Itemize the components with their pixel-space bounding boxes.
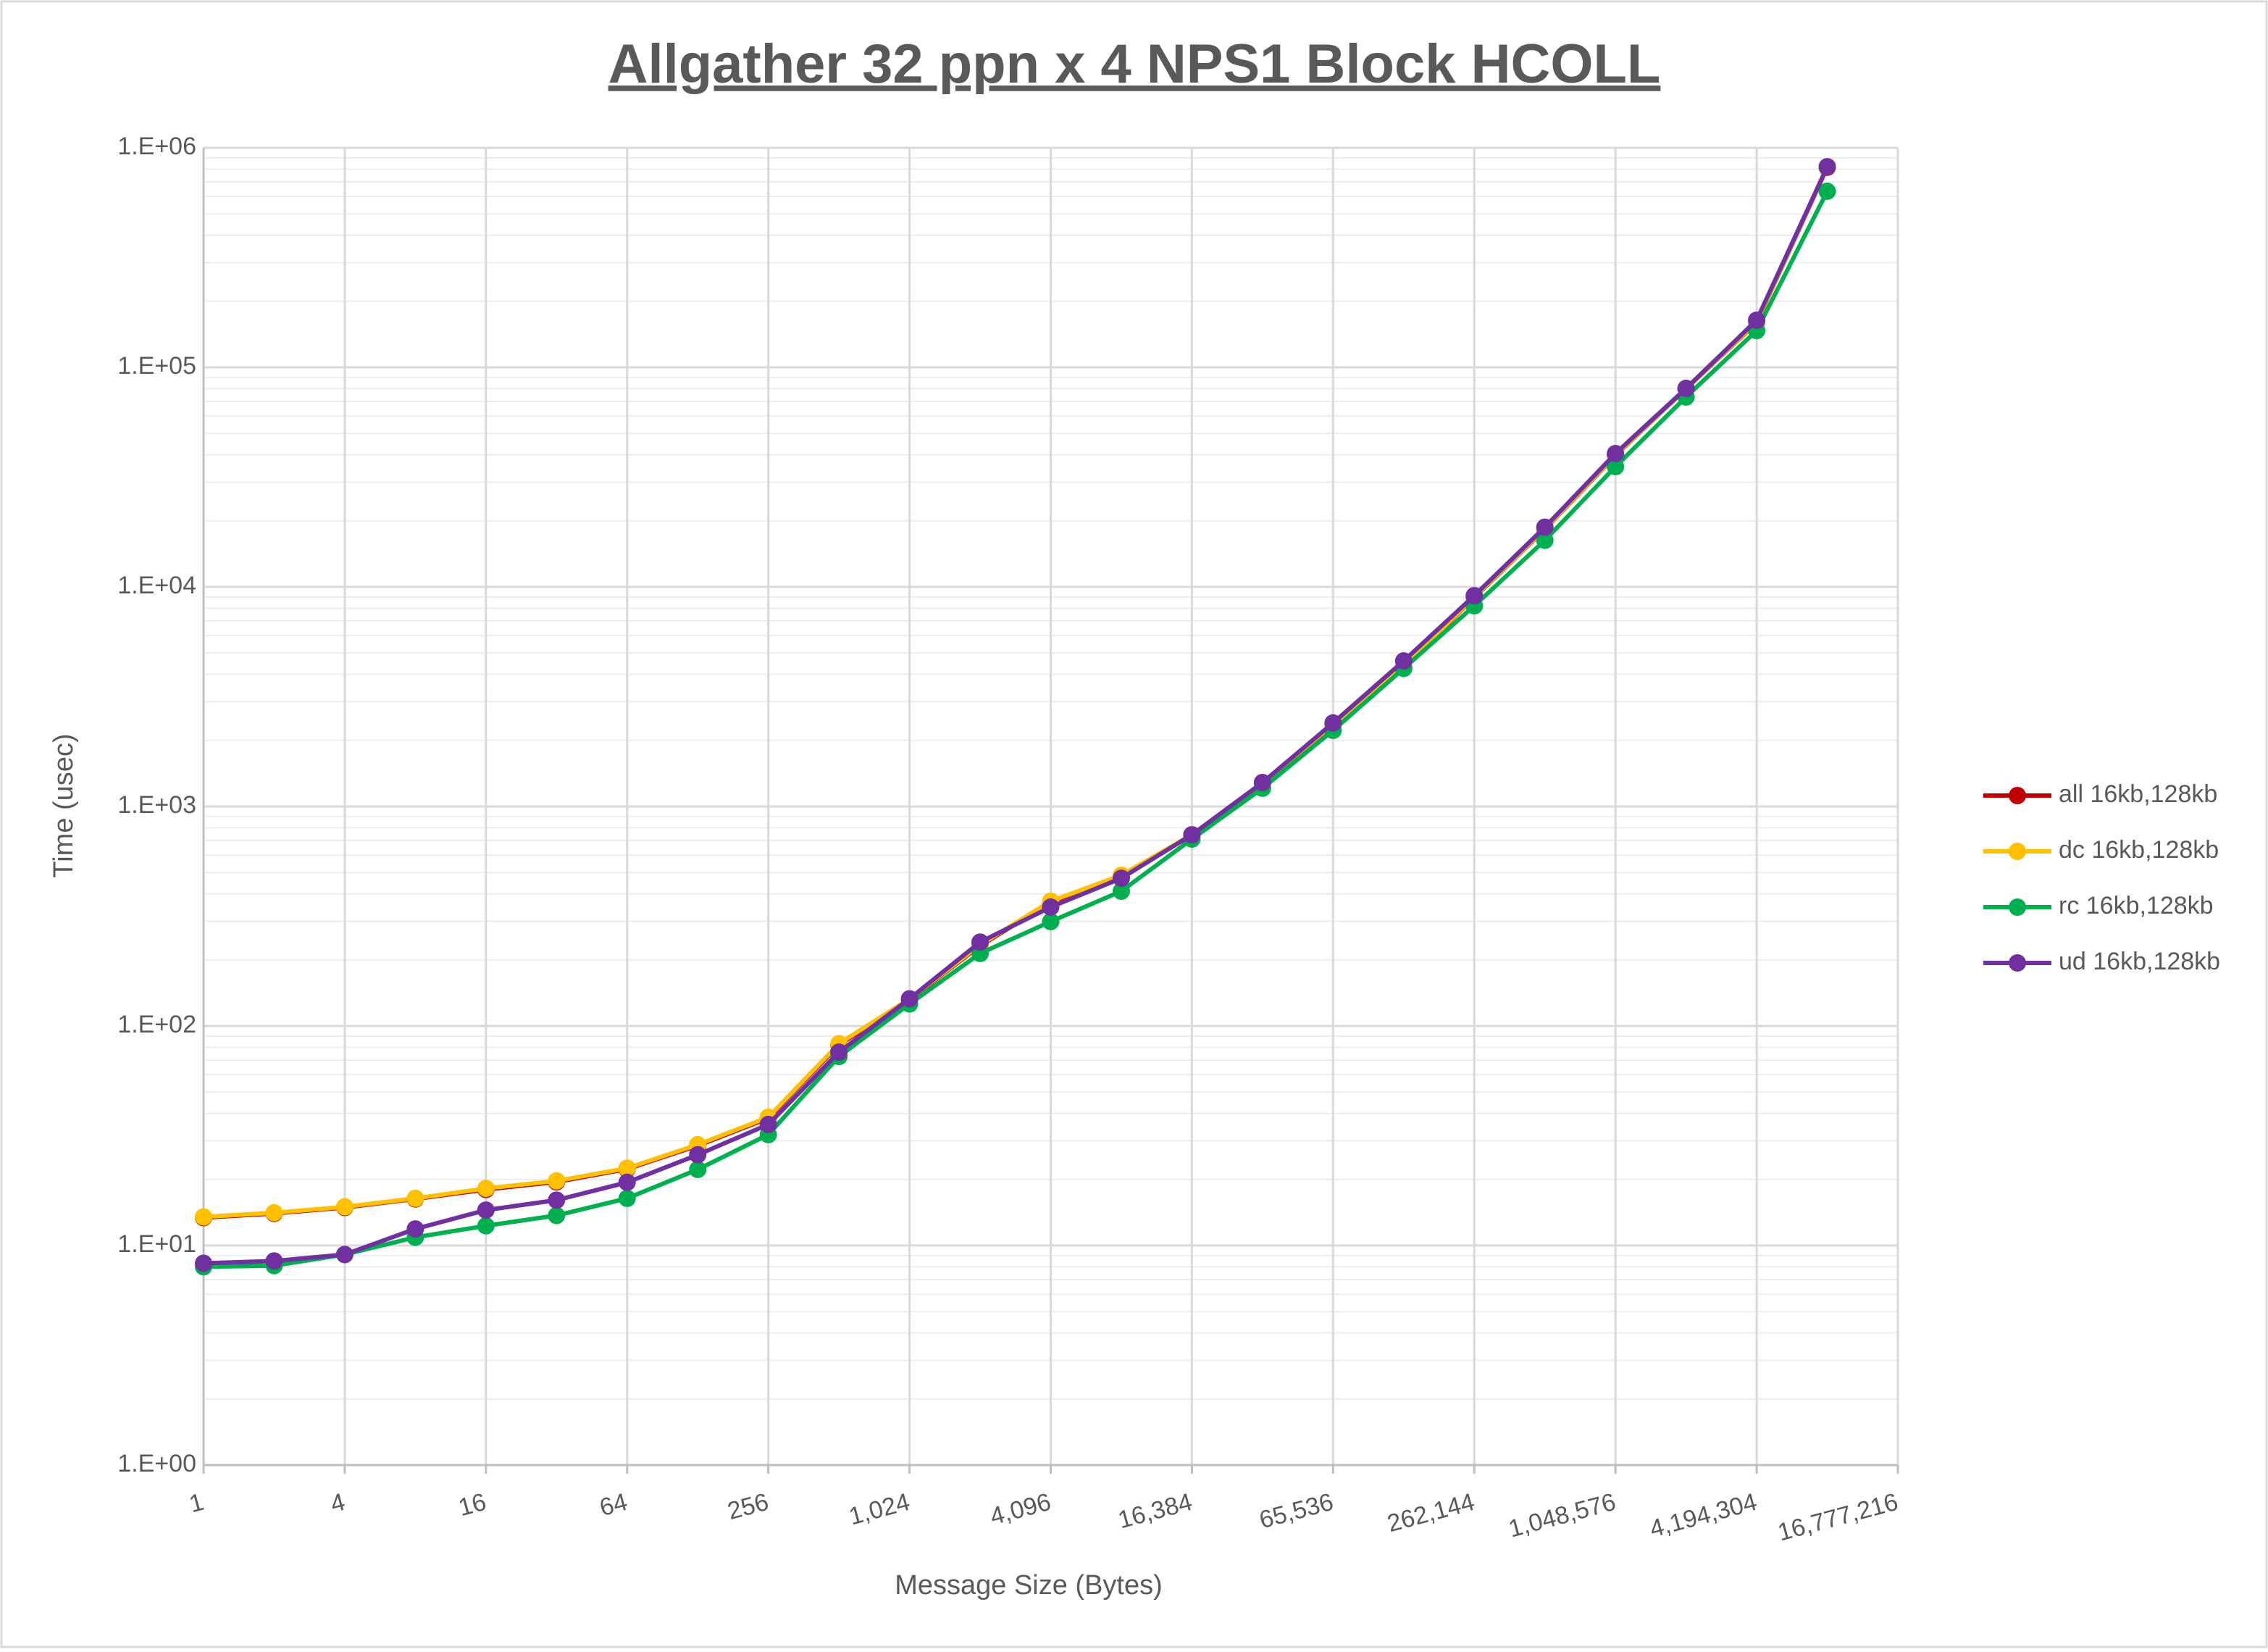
data-point xyxy=(759,1115,777,1133)
series-line xyxy=(203,190,1830,1269)
y-tick-label: 1.E+01 xyxy=(117,1230,196,1258)
data-point xyxy=(1183,826,1201,844)
y-tick-label: 1.E+02 xyxy=(117,1011,196,1038)
y-tick-label: 1.E+04 xyxy=(117,572,196,599)
chart-title: Allgather 32 ppn x 4 NPS1 Block HCOLL xyxy=(608,33,1661,95)
data-point xyxy=(1748,311,1766,329)
data-point xyxy=(477,1180,495,1198)
y-tick-label: 1.E+03 xyxy=(117,791,196,819)
y-tick-label: 1.E+05 xyxy=(117,352,196,380)
data-point xyxy=(689,1146,707,1164)
data-point xyxy=(1324,714,1342,732)
data-point xyxy=(689,1161,707,1179)
series-line xyxy=(203,165,1830,1266)
data-point xyxy=(618,1189,636,1207)
data-point xyxy=(335,1246,353,1264)
data-point xyxy=(1112,883,1130,901)
data-point xyxy=(335,1198,353,1216)
data-point xyxy=(548,1206,566,1225)
legend-label: all 16kb,128kb xyxy=(2059,780,2217,808)
data-point xyxy=(548,1191,566,1209)
data-point xyxy=(477,1201,495,1219)
data-point xyxy=(195,1208,212,1226)
data-point xyxy=(1112,869,1130,888)
legend-label: dc 16kb,128kb xyxy=(2059,836,2219,864)
data-point xyxy=(1818,182,1836,200)
y-tick-label: 1.E+06 xyxy=(117,133,196,160)
data-point xyxy=(1465,587,1484,605)
data-point xyxy=(1042,898,1060,916)
data-point xyxy=(1607,458,1625,476)
data-point xyxy=(406,1189,424,1207)
y-axis-label: Time (usec) xyxy=(49,733,79,877)
data-point xyxy=(406,1220,424,1238)
data-point xyxy=(1394,652,1413,670)
data-point xyxy=(1253,774,1271,792)
y-tick-label: 1.E+00 xyxy=(117,1450,196,1477)
data-point xyxy=(900,990,919,1008)
legend-label: rc 16kb,128kb xyxy=(2059,892,2214,919)
series xyxy=(195,158,1836,1272)
legend-marker xyxy=(2009,954,2026,972)
data-point xyxy=(1536,531,1554,549)
data-point xyxy=(971,933,989,951)
legend-marker xyxy=(2009,898,2026,916)
data-point xyxy=(830,1043,848,1061)
data-point xyxy=(265,1252,283,1270)
legend-marker xyxy=(2009,787,2026,804)
legend-label: ud 16kb,128kb xyxy=(2059,948,2220,975)
data-point xyxy=(1607,444,1625,462)
data-point xyxy=(477,1217,495,1235)
data-point xyxy=(1677,380,1695,398)
data-point xyxy=(1536,518,1554,536)
data-point xyxy=(548,1172,566,1190)
data-point xyxy=(1818,158,1836,176)
data-point xyxy=(1042,912,1060,930)
data-point xyxy=(265,1203,283,1222)
data-point xyxy=(195,1254,212,1272)
data-point xyxy=(618,1173,636,1191)
x-axis-label: Message Size (Bytes) xyxy=(895,1570,1163,1601)
legend-marker xyxy=(2009,843,2026,860)
data-point xyxy=(618,1159,636,1177)
